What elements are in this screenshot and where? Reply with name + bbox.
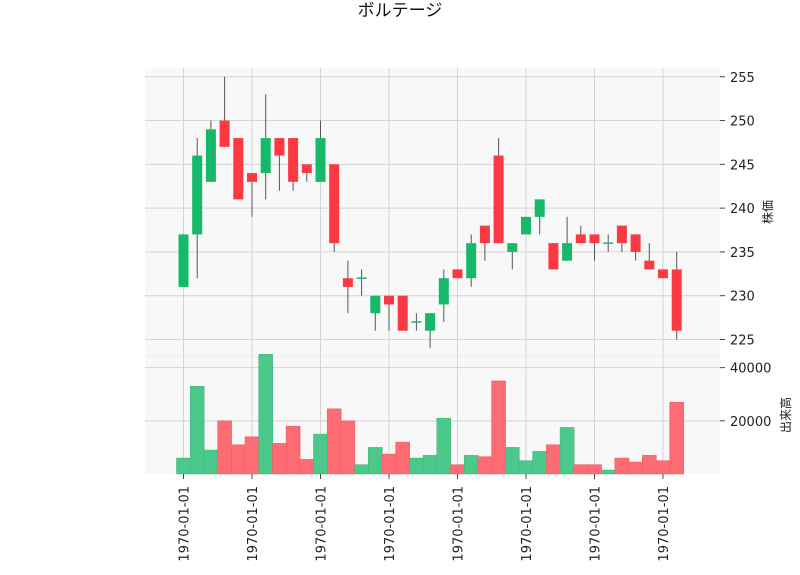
x-tick-label: 1970-01-01 xyxy=(315,486,330,562)
volume-bar xyxy=(340,420,356,475)
price-axis-label: 株価 xyxy=(760,200,775,224)
candle-body xyxy=(507,243,518,252)
volume-bar xyxy=(258,354,273,475)
candle-body xyxy=(384,295,394,305)
x-tick-label: 1970-01-01 xyxy=(383,486,398,562)
volume-panel: 20000 40000 xyxy=(145,354,771,475)
volume-bar xyxy=(450,464,465,475)
volume-bar xyxy=(285,425,301,475)
volume-bar xyxy=(313,433,328,475)
volume-bar xyxy=(203,449,219,475)
candle-body xyxy=(192,155,203,235)
chart-title: ボルテージ xyxy=(358,1,443,21)
volume-bar xyxy=(655,460,671,475)
volume-bar xyxy=(546,444,561,475)
volume-bar xyxy=(614,457,630,475)
price-tick-label: 245 xyxy=(730,158,755,173)
volume-bar xyxy=(299,459,315,475)
volume-bar xyxy=(326,408,342,475)
volume-bar xyxy=(463,455,479,475)
candle-body xyxy=(589,234,600,244)
volume-bar xyxy=(477,456,493,475)
volume-bar xyxy=(422,455,438,475)
price-tick-label: 225 xyxy=(730,333,755,348)
price-panel-background xyxy=(145,68,720,357)
volume-bar xyxy=(189,386,205,475)
price-tick-label: 240 xyxy=(730,202,755,217)
candle-body xyxy=(562,243,573,261)
volume-bar xyxy=(628,461,643,475)
volume-bar xyxy=(642,455,657,475)
candle-body xyxy=(575,234,586,244)
price-tick-label: 250 xyxy=(730,115,755,130)
candle-body xyxy=(205,129,216,182)
volume-bar xyxy=(573,464,589,475)
candle-body xyxy=(644,260,655,270)
candle-body xyxy=(616,225,627,244)
candle-body xyxy=(247,173,257,182)
candle-body xyxy=(658,269,668,279)
x-tick-label: 1970-01-01 xyxy=(178,486,193,562)
candle-body xyxy=(342,278,353,287)
volume-tick-label: 20000 xyxy=(730,415,771,430)
candle-body xyxy=(233,138,244,200)
volume-bar xyxy=(600,469,616,475)
volume-bar xyxy=(381,453,397,475)
candle-body xyxy=(274,138,285,156)
price-tick-label: 230 xyxy=(730,290,755,305)
volume-bar xyxy=(244,436,260,475)
candle-body xyxy=(493,155,504,244)
candle-body xyxy=(534,199,545,217)
x-tick-label: 1970-01-01 xyxy=(589,486,604,562)
volume-bar xyxy=(368,447,383,475)
candle-body xyxy=(438,278,449,305)
candle-body xyxy=(219,120,230,147)
volume-axis-label: 出来高 xyxy=(778,397,793,433)
x-tick-label: 1970-01-01 xyxy=(520,486,535,562)
candle-body xyxy=(178,234,189,287)
candle-body xyxy=(397,295,408,331)
x-axis: 1970-01-01 1970-01-01 1970-01-01 1970-01-01… xyxy=(178,474,672,562)
candle-body xyxy=(260,138,271,174)
volume-bar xyxy=(491,380,506,475)
volume-bar xyxy=(559,427,575,475)
volume-bar xyxy=(505,447,520,475)
volume-tick-label: 40000 xyxy=(730,362,771,377)
volume-bar xyxy=(272,443,287,475)
candle-body xyxy=(425,313,436,331)
volume-bar xyxy=(587,464,602,475)
volume-bar xyxy=(409,457,424,475)
volume-bar xyxy=(518,460,534,475)
x-tick-label: 1970-01-01 xyxy=(452,486,467,562)
volume-bar xyxy=(532,451,547,475)
volume-bar xyxy=(176,457,191,475)
volume-bar xyxy=(231,444,246,475)
candle-body xyxy=(288,138,299,182)
candle-body xyxy=(452,269,463,279)
candle-body xyxy=(315,138,326,182)
price-tick-label: 235 xyxy=(730,246,755,261)
candle-body xyxy=(630,234,641,252)
candle-body xyxy=(329,164,340,244)
volume-bar xyxy=(354,464,369,475)
candle-body xyxy=(548,243,559,270)
candle-body xyxy=(370,295,381,314)
price-panel: 225 230 235 240 245 250 255 xyxy=(145,68,755,358)
candle-body xyxy=(466,243,477,279)
candle-body xyxy=(301,164,312,174)
price-tick-label: 255 xyxy=(730,71,755,86)
x-tick-label: 1970-01-01 xyxy=(657,486,672,562)
candle-body xyxy=(521,216,531,235)
x-tick-label: 1970-01-01 xyxy=(246,486,261,562)
candle-body xyxy=(479,225,490,244)
volume-bar xyxy=(395,441,410,475)
volume-bar xyxy=(436,417,452,475)
volume-bar xyxy=(217,420,232,475)
candle-body xyxy=(671,269,682,331)
volume-bar xyxy=(669,401,684,475)
